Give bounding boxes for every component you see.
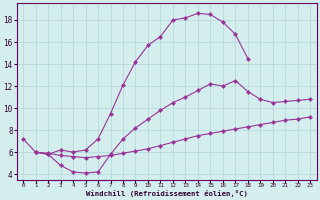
X-axis label: Windchill (Refroidissement éolien,°C): Windchill (Refroidissement éolien,°C) <box>86 190 248 197</box>
